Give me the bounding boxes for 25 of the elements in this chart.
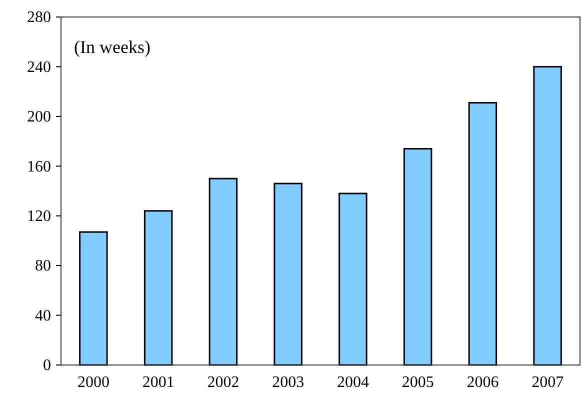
x-tick-label: 2005 (402, 374, 434, 392)
annotation: (In weeks) (74, 37, 150, 57)
y-tick-label: 160 (27, 158, 51, 176)
y-tick-label: 40 (35, 307, 51, 324)
x-tick-label: 2003 (272, 374, 304, 392)
bar (274, 182, 302, 366)
y-tick-label: 0 (43, 357, 51, 374)
x-tick-label: 2006 (466, 374, 499, 392)
x-tick-label: 2000 (77, 374, 110, 392)
x-tick-label: 2007 (532, 374, 564, 392)
y-tick-label: 280 (27, 9, 51, 26)
bar (208, 178, 238, 366)
bar (403, 148, 432, 366)
bar (79, 231, 108, 366)
bar (468, 102, 498, 366)
x-tick-label: 2004 (336, 374, 369, 392)
bar (144, 210, 173, 366)
y-tick-label: 80 (35, 258, 51, 275)
y-tick-label: 240 (27, 58, 51, 76)
y-tick-label: 120 (27, 208, 51, 225)
x-tick-label: 2001 (142, 374, 174, 392)
x-tick-label: 2002 (207, 374, 240, 392)
y-tick-label: 200 (27, 108, 51, 126)
bar (533, 66, 562, 366)
bar (338, 192, 368, 366)
